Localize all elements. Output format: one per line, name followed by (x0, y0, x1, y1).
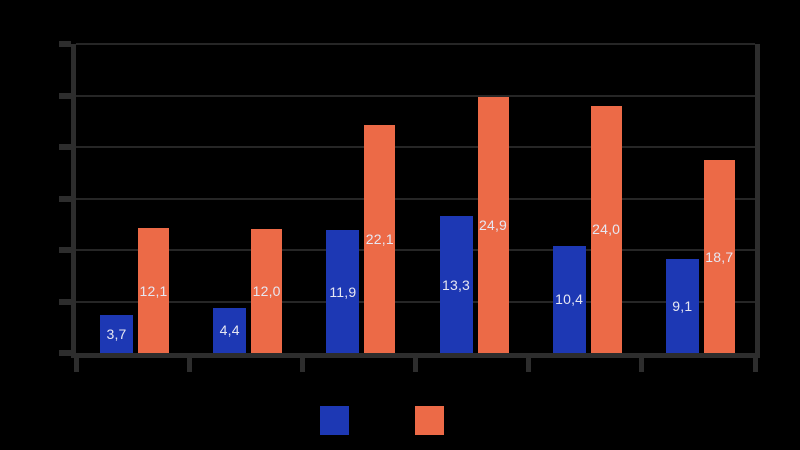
bar-series1-group3: 11,9 (326, 230, 360, 353)
gridline-y-15 (76, 197, 755, 200)
x-tick-2 (299, 358, 305, 372)
gridline-y-30 (76, 43, 755, 45)
bar-series2-group1: 12,1 (138, 228, 169, 353)
bar-series1-group6: 9,1 (665, 259, 699, 353)
bar-group-6: 9,1 18,7 (642, 44, 755, 353)
y-tick-25 (59, 92, 71, 99)
bar-series2-group3: 22,1 (364, 125, 396, 353)
bar-value-label: 24,9 (478, 216, 508, 233)
bar-value-label: 24,0 (592, 221, 621, 238)
gridline-y-25 (76, 94, 755, 97)
bar-value-label: 22,1 (365, 231, 394, 248)
x-tick-3 (413, 358, 418, 372)
bar-series2-group6: 18,7 (703, 160, 735, 353)
y-tick-0 (59, 350, 71, 356)
bar-group-1: 3,7 12,1 (76, 44, 189, 353)
x-axis-line (71, 353, 760, 358)
y-tick-20 (59, 144, 71, 150)
bar-series2-group4: 24,9 (477, 96, 509, 353)
bar-value-label: 11,9 (329, 283, 357, 300)
x-tick-5 (639, 358, 645, 372)
gridline-y-5 (76, 300, 755, 303)
y-tick-10 (59, 247, 71, 253)
bar-value-label: 10,4 (555, 291, 584, 308)
right-axis-line (755, 44, 760, 358)
bar-series1-group1: 3,7 (100, 314, 133, 353)
x-tick-4 (526, 358, 532, 372)
bar-value-label: 9,1 (672, 298, 693, 315)
bar-series1-group2: 4,4 (213, 307, 247, 353)
bar-series1-group4: 13,3 (439, 216, 473, 353)
legend-item-series-2 (415, 406, 452, 435)
bar-value-label: 4,4 (219, 322, 240, 339)
legend-item-series-1 (320, 406, 357, 435)
legend (0, 406, 800, 436)
legend-swatch-orange (415, 406, 444, 435)
y-tick-30 (59, 41, 71, 47)
legend-swatch-blue (320, 406, 349, 435)
bar-group-3: 11,9 22,1 (302, 44, 415, 353)
bar-series2-group5: 24,0 (590, 105, 622, 353)
y-tick-15 (59, 195, 71, 202)
bar-value-label: 13,3 (441, 276, 471, 293)
plot-area: 3,7 12,1 4,4 12,0 11,9 22,1 13,3 24,9 10,4 24,0 9,… (59, 41, 760, 372)
x-tick-0 (73, 358, 79, 372)
bar-value-label: 12,0 (252, 283, 281, 300)
bar-value-label: 3,7 (106, 325, 127, 342)
bar-group-2: 4,4 12,0 (189, 44, 302, 353)
gridline-y-10 (76, 249, 755, 251)
bar-series2-group2: 12,0 (251, 229, 283, 353)
y-tick-5 (59, 298, 71, 305)
bar-group-4: 13,3 24,9 (416, 44, 529, 353)
bar-series1-group5: 10,4 (552, 245, 586, 353)
x-tick-1 (186, 358, 192, 372)
bar-value-label: 18,7 (705, 248, 734, 265)
y-axis-line (71, 44, 76, 358)
gridline-y-20 (76, 146, 755, 148)
bar-group-5: 10,4 24,0 (529, 44, 642, 353)
x-tick-6 (752, 358, 758, 372)
bar-value-label: 12,1 (139, 282, 168, 299)
